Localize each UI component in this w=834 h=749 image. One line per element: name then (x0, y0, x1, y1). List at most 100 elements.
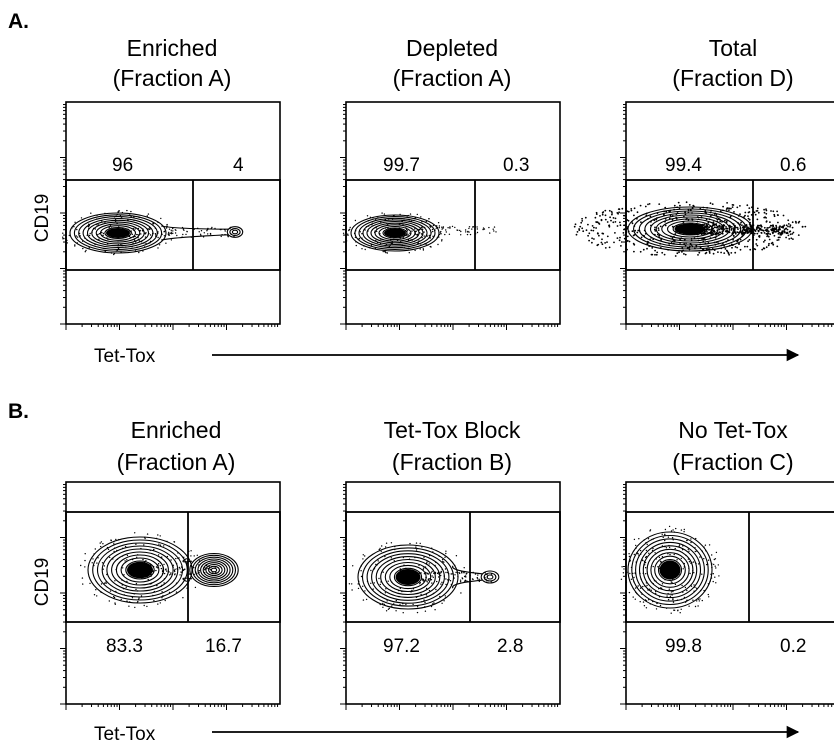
event-dot (96, 595, 98, 597)
event-dot (620, 578, 623, 580)
event-dot (626, 235, 629, 238)
event-dot (414, 228, 416, 230)
event-dot (593, 226, 595, 229)
event-dot (124, 560, 126, 562)
event-dot (746, 245, 749, 248)
event-dot (762, 229, 765, 232)
event-dot (85, 249, 87, 252)
event-dot (194, 586, 197, 589)
event-dot (161, 556, 163, 558)
event-dot (420, 593, 422, 596)
event-dot (616, 237, 619, 240)
event-dot (740, 221, 742, 224)
event-dot (449, 227, 451, 229)
event-dot (348, 583, 351, 585)
event-dot (655, 608, 658, 610)
panel-b-plot-1-density (80, 532, 239, 609)
event-dot (731, 206, 734, 209)
contour-line (380, 558, 436, 596)
event-dot (109, 556, 111, 559)
event-dot (598, 234, 600, 237)
panel-b-plot-1-frame (65, 481, 281, 705)
event-dot (681, 584, 683, 587)
event-dot (757, 229, 760, 232)
event-dot (646, 247, 648, 250)
event-dot (767, 244, 770, 247)
event-dot (610, 210, 613, 213)
event-dot (651, 247, 654, 249)
event-dot (209, 568, 211, 571)
event-dot (492, 228, 494, 230)
event-dot (787, 225, 789, 228)
event-dot (431, 575, 433, 577)
event-dot (359, 231, 361, 233)
event-dot (773, 215, 776, 218)
event-dot (763, 226, 766, 229)
event-dot (645, 573, 647, 575)
event-dot (761, 248, 764, 251)
event-dot (430, 605, 433, 608)
event-dot (147, 213, 150, 215)
panel-a-plot-3-title-line1: Total (709, 35, 758, 61)
event-dot (760, 224, 762, 227)
event-dot (599, 215, 601, 217)
event-dot (460, 592, 462, 594)
event-dot (200, 230, 203, 232)
event-dot (165, 227, 168, 229)
event-dot (161, 569, 164, 571)
event-dot (622, 572, 625, 574)
event-dot (407, 233, 409, 236)
event-dot (608, 209, 611, 212)
contour-line (115, 554, 165, 586)
event-dot (739, 238, 742, 241)
event-dot (113, 596, 116, 599)
event-dot (664, 533, 666, 535)
event-dot (651, 253, 654, 256)
event-dot (440, 583, 442, 585)
contour-core (127, 561, 153, 579)
event-dot (168, 228, 171, 230)
event-dot (632, 234, 635, 237)
event-dot (639, 204, 642, 207)
event-dot (664, 539, 666, 542)
event-dot (636, 211, 639, 214)
contour-line (357, 544, 459, 610)
event-dot (680, 608, 682, 610)
event-dot (464, 229, 467, 231)
event-dot (373, 582, 375, 584)
event-dot (92, 558, 94, 560)
event-dot (749, 227, 751, 230)
event-dot (654, 230, 657, 232)
event-dot (454, 226, 456, 229)
event-dot (62, 236, 64, 238)
event-dot (198, 231, 200, 233)
event-dot (598, 223, 601, 225)
event-dot (101, 562, 104, 564)
event-dot (179, 574, 181, 576)
event-dot (438, 576, 440, 578)
panel-b-plot-3: No Tet-Tox (Fraction C) 99.8 0.2 (620, 417, 834, 710)
contour-line (371, 553, 445, 601)
panel-a-plot-3-axis-ticks (620, 104, 833, 330)
event-dot (712, 252, 715, 255)
event-dot (680, 557, 682, 560)
event-dot (741, 226, 744, 229)
event-dot (434, 571, 437, 574)
event-dot (746, 226, 749, 229)
event-dot (649, 530, 651, 532)
event-dot (423, 231, 425, 233)
event-dot (623, 214, 625, 217)
event-dot (146, 533, 149, 535)
event-dot (601, 238, 603, 241)
event-dot (672, 598, 674, 601)
event-dot (140, 595, 143, 597)
panel-a-plot-2-pos-percent: 0.3 (503, 155, 529, 176)
event-dot (441, 240, 443, 242)
event-dot (375, 563, 377, 566)
contour-line (361, 547, 455, 607)
event-dot (712, 573, 714, 575)
event-dot (347, 234, 349, 236)
event-dot (420, 216, 422, 218)
event-dot (713, 558, 715, 561)
event-dot (659, 604, 662, 607)
